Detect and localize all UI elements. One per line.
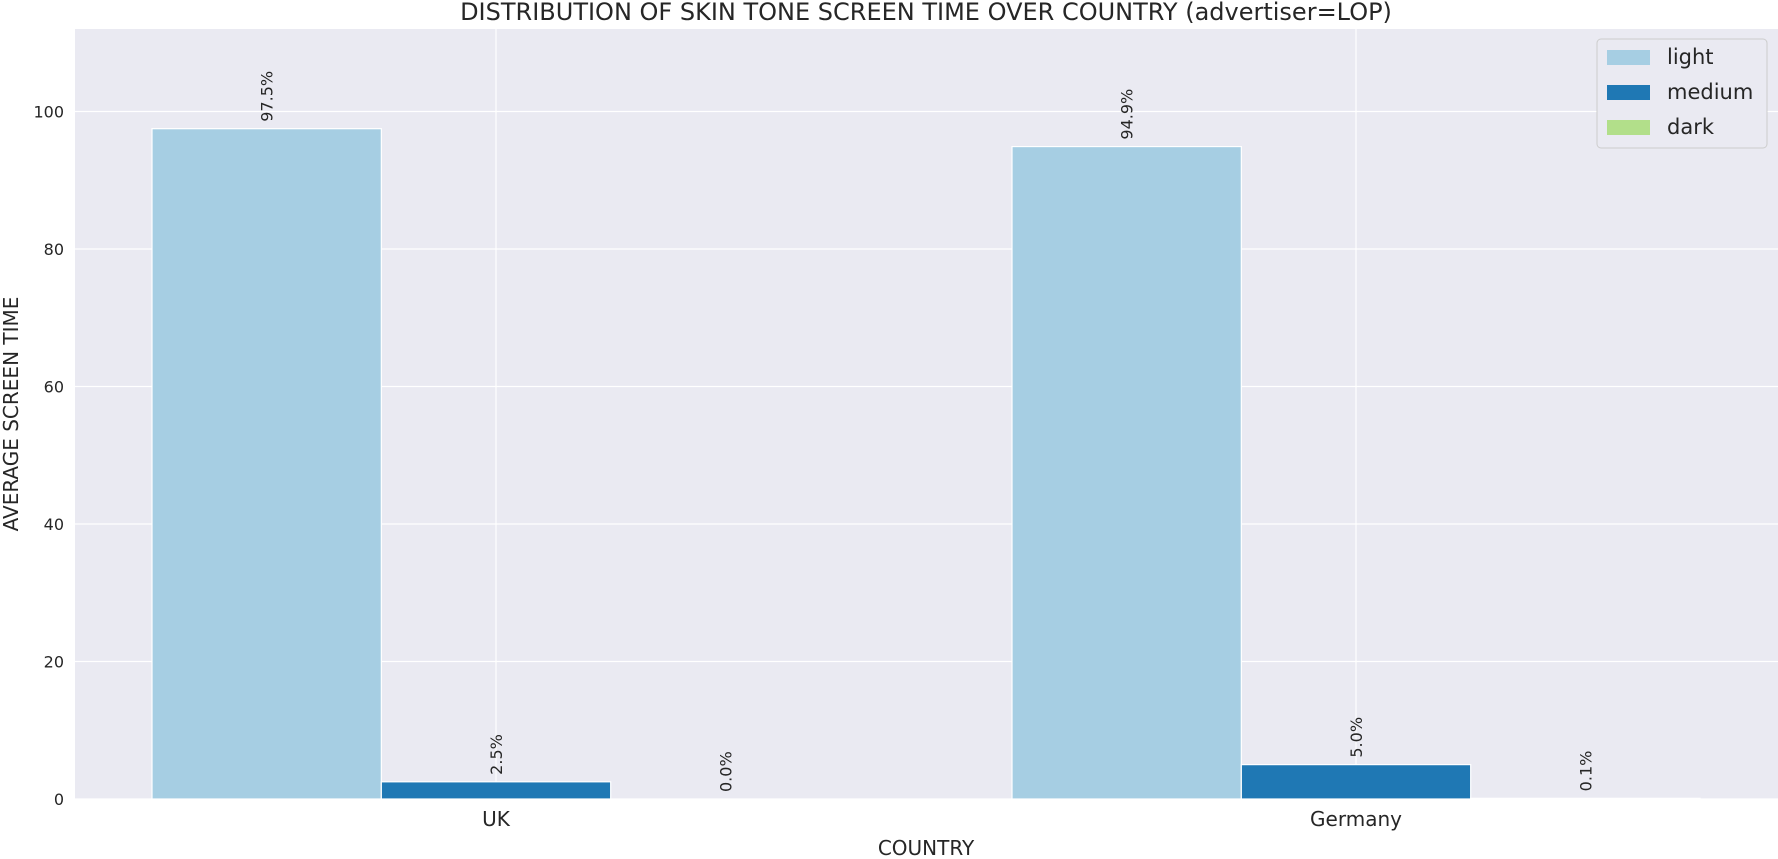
y-tick-label: 100 xyxy=(33,103,64,122)
bar-light-germany xyxy=(1011,145,1242,800)
x-axis-ticks: UK Germany xyxy=(482,807,1402,831)
x-tick-label: UK xyxy=(482,807,511,831)
legend-swatch-medium xyxy=(1607,85,1650,100)
bar-value-label: 2.5% xyxy=(487,734,506,775)
bar-value-label: 0.1% xyxy=(1576,751,1595,792)
legend-label-dark: dark xyxy=(1667,115,1715,139)
bars xyxy=(151,128,1701,800)
bar-value-label: 97.5% xyxy=(258,71,277,122)
y-axis-ticks: 0 20 40 60 80 100 xyxy=(33,103,64,810)
bar-labels: 97.5% 94.9% 2.5% 5.0% 0.0% 0.1% xyxy=(258,71,1596,792)
y-tick-label: 80 xyxy=(44,240,64,259)
bar-medium-uk xyxy=(380,781,612,800)
bar-dark-germany xyxy=(1470,797,1701,800)
bar-light-uk xyxy=(151,128,382,800)
y-tick-label: 60 xyxy=(44,378,64,397)
bar-value-label: 94.9% xyxy=(1118,89,1137,140)
legend: light medium dark xyxy=(1596,38,1768,149)
bar-value-label: 0.0% xyxy=(716,751,735,792)
y-tick-label: 40 xyxy=(44,515,64,534)
y-tick-label: 0 xyxy=(54,790,64,809)
x-axis-label: COUNTRY xyxy=(878,836,975,859)
y-tick-label: 20 xyxy=(44,653,64,672)
legend-label-medium: medium xyxy=(1667,80,1753,104)
legend-swatch-light xyxy=(1607,50,1650,65)
x-tick-label: Germany xyxy=(1310,807,1402,831)
bar-medium-germany xyxy=(1240,764,1472,800)
chart-title: DISTRIBUTION OF SKIN TONE SCREEN TIME OV… xyxy=(460,0,1392,26)
legend-label-light: light xyxy=(1667,45,1714,69)
bar-value-label: 5.0% xyxy=(1347,717,1366,758)
legend-swatch-dark xyxy=(1607,120,1650,135)
y-axis-label: AVERAGE SCREEN TIME xyxy=(0,297,23,532)
